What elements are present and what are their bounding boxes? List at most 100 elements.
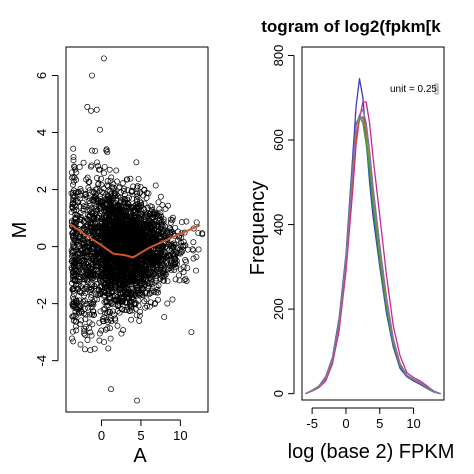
ma-point (94, 256, 100, 263)
ma-point (81, 254, 88, 261)
ma-point (99, 224, 106, 230)
ma-point (86, 284, 93, 291)
ma-point (89, 308, 96, 315)
ma-point (108, 284, 115, 291)
ma-point (136, 203, 143, 210)
ma-point (151, 267, 158, 274)
ma-point (182, 257, 189, 263)
ma-point (101, 204, 108, 211)
ma-point (118, 330, 125, 337)
ma-point (172, 255, 179, 262)
ma-point (98, 271, 105, 278)
ma-point (159, 262, 166, 269)
ma-point (71, 243, 78, 250)
ma-point (138, 243, 145, 250)
ma-point (142, 304, 149, 311)
ma-point (89, 147, 95, 154)
ma-point (100, 306, 107, 313)
ma-point (161, 277, 167, 284)
ma-point (170, 251, 177, 257)
ma-point (190, 239, 197, 246)
ma-point (88, 107, 94, 114)
ma-point (173, 261, 180, 268)
ma-point (122, 263, 129, 270)
ma-point (160, 216, 167, 223)
ma-x-axis-label: A (133, 445, 147, 467)
ma-point (86, 319, 93, 326)
ma-point (92, 203, 99, 210)
ma-point (113, 167, 120, 174)
ma-point (134, 183, 141, 190)
ma-point (146, 303, 153, 310)
ma-point (136, 262, 143, 269)
ma-point (120, 188, 127, 195)
ma-point (80, 203, 87, 210)
ma-point (81, 305, 88, 312)
ma-point (134, 205, 141, 212)
ma-point (69, 258, 76, 265)
ma-point (105, 197, 112, 204)
ma-point (77, 341, 84, 348)
ma-point (133, 159, 140, 166)
ma-point (99, 252, 106, 259)
ma-point (117, 291, 124, 298)
density-plot: togram of log2(fpkm[k -5 0 5 10 0 200 400 600 8… (247, 17, 454, 463)
ma-plot: 0 5 10 -4 -2 0 2 4 6 A M (9, 46, 209, 467)
ma-point (154, 255, 161, 262)
ma-point (141, 298, 148, 305)
ma-point (136, 312, 143, 319)
ma-point (69, 328, 76, 335)
ma-point (169, 243, 176, 250)
ma-point (90, 268, 96, 275)
ma-point (128, 302, 135, 309)
ma-point (157, 209, 164, 216)
ma-point (104, 182, 111, 189)
ma-point (92, 249, 99, 256)
ma-point (95, 181, 102, 188)
ma-point (71, 163, 77, 170)
ma-point (130, 207, 137, 214)
ma-point (75, 199, 82, 206)
ma-point (116, 269, 123, 276)
ma-point (78, 216, 85, 223)
ma-point (96, 212, 103, 219)
ma-point (108, 190, 115, 197)
ma-point (104, 178, 111, 184)
ma-point (117, 194, 124, 201)
ma-point (106, 214, 113, 221)
ma-point (146, 272, 153, 279)
ma-point (70, 178, 77, 185)
ma-y-tick-label: 6 (34, 72, 49, 79)
ma-point (143, 276, 150, 283)
ma-point (80, 159, 87, 166)
ma-point (106, 208, 113, 215)
ma-point (134, 189, 141, 196)
ma-point (125, 263, 132, 270)
density-x-tick-label: 0 (342, 416, 349, 431)
ma-point (101, 288, 108, 295)
ma-point (112, 221, 119, 228)
ma-point (126, 301, 133, 308)
ma-point (115, 213, 122, 220)
ma-point (94, 159, 101, 166)
density-y-tick-label: 400 (271, 214, 286, 236)
ma-point (159, 202, 166, 209)
ma-point (151, 226, 158, 233)
ma-point (111, 190, 118, 196)
ma-point (72, 214, 79, 221)
ma-point (158, 250, 164, 257)
ma-point (87, 329, 94, 336)
ma-point (166, 225, 173, 232)
ma-point (100, 185, 107, 192)
density-series-line-1 (305, 78, 441, 395)
ma-point (167, 259, 174, 266)
ma-point (69, 204, 76, 211)
ma-point (134, 270, 141, 277)
ma-point (105, 345, 112, 352)
ma-point (184, 264, 191, 271)
ma-point (107, 188, 114, 195)
ma-point (104, 268, 110, 275)
ma-point (119, 235, 126, 242)
ma-point (152, 182, 159, 189)
ma-point (98, 175, 105, 182)
